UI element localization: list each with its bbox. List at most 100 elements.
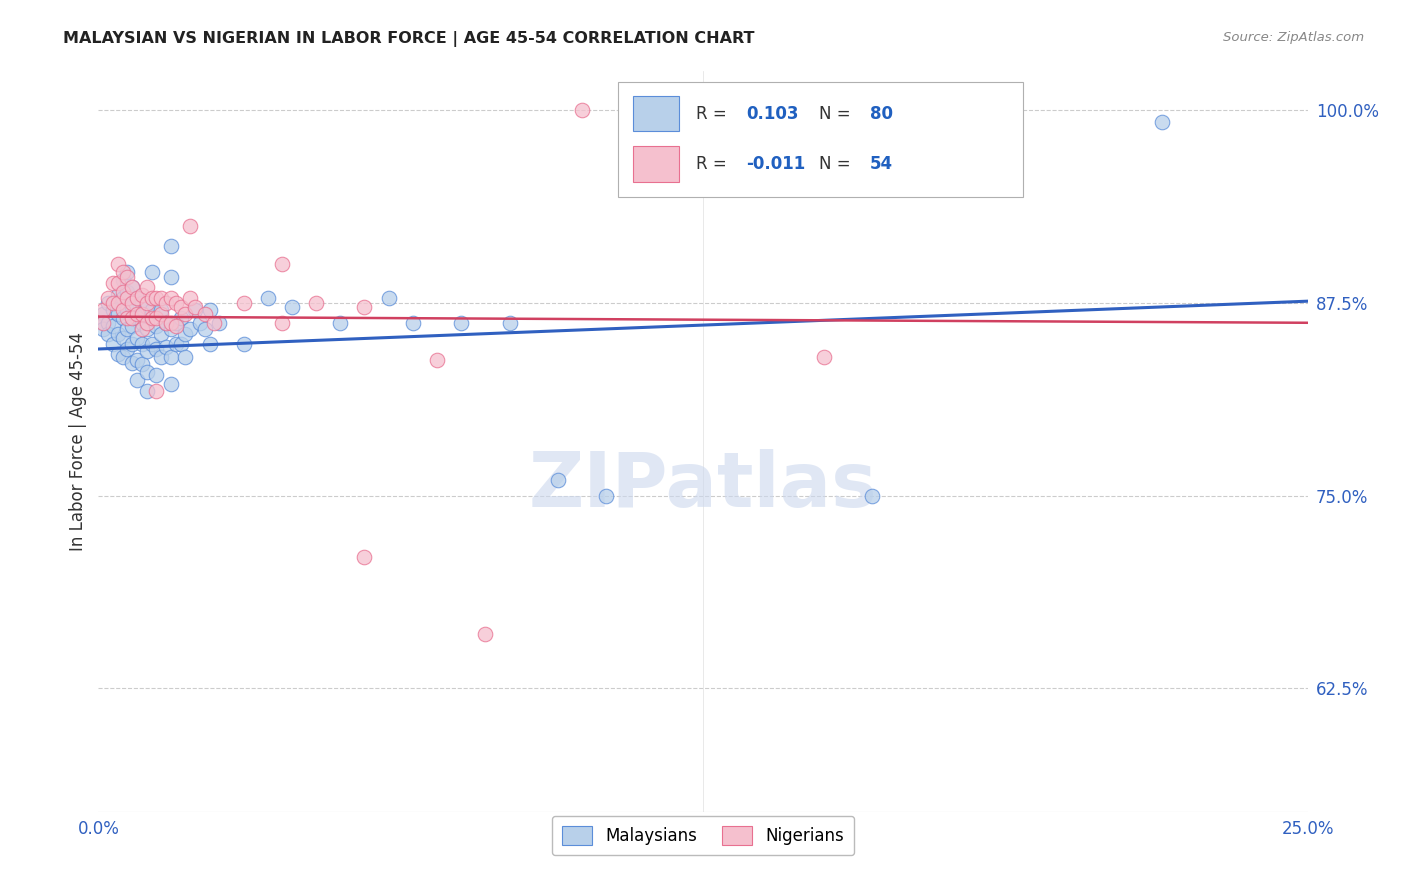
Point <box>97 291 120 305</box>
Text: R =: R = <box>696 155 731 173</box>
Point <box>160 316 183 330</box>
Point <box>498 316 520 330</box>
Point <box>160 377 183 392</box>
Point <box>111 272 134 286</box>
Point <box>117 311 139 326</box>
Text: N =: N = <box>820 104 856 122</box>
Point <box>117 265 139 279</box>
Point <box>111 265 134 279</box>
Point <box>169 311 191 326</box>
Point <box>305 295 328 310</box>
Point <box>145 368 167 383</box>
Point <box>169 337 191 351</box>
Point <box>169 301 191 315</box>
Point <box>188 316 211 330</box>
Point <box>813 350 835 364</box>
Point <box>131 322 153 336</box>
Point <box>107 288 129 302</box>
Point <box>127 291 149 305</box>
Point <box>377 291 399 305</box>
Point <box>117 322 139 336</box>
Point <box>135 301 157 315</box>
Point <box>111 311 134 326</box>
Text: MALAYSIAN VS NIGERIAN IN LABOR FORCE | AGE 45-54 CORRELATION CHART: MALAYSIAN VS NIGERIAN IN LABOR FORCE | A… <box>63 31 755 47</box>
Point <box>135 365 157 379</box>
Point <box>91 322 114 336</box>
Point <box>127 311 149 326</box>
Point <box>1152 115 1174 129</box>
Point <box>547 473 569 487</box>
Point <box>165 337 187 351</box>
Point <box>165 316 187 330</box>
Point <box>97 326 120 341</box>
Point <box>450 316 472 330</box>
Point <box>107 346 129 360</box>
Point <box>329 316 352 330</box>
Point <box>194 322 217 336</box>
Point <box>150 306 173 320</box>
Point <box>145 291 167 305</box>
Point <box>271 316 294 330</box>
Point <box>271 257 294 271</box>
Point <box>121 280 143 294</box>
Point <box>204 316 226 330</box>
Point <box>131 358 153 372</box>
Point <box>135 316 157 330</box>
Point <box>135 280 157 294</box>
Point <box>117 303 139 318</box>
Text: 0.103: 0.103 <box>747 104 799 122</box>
Point <box>150 350 173 364</box>
Point <box>141 311 163 326</box>
Point <box>860 489 883 503</box>
Point <box>107 257 129 271</box>
Point <box>127 306 149 320</box>
Point <box>232 337 254 351</box>
Point <box>127 331 149 345</box>
Point <box>179 219 201 233</box>
Point <box>194 306 217 320</box>
Point <box>121 295 143 310</box>
Point <box>131 306 153 320</box>
Point <box>141 265 163 279</box>
Point <box>155 295 177 310</box>
Point <box>145 342 167 356</box>
Point <box>571 103 593 117</box>
FancyBboxPatch shape <box>619 82 1024 197</box>
Text: ZIPatlas: ZIPatlas <box>529 449 877 523</box>
Point <box>141 337 163 351</box>
Point <box>101 318 124 333</box>
Text: -0.011: -0.011 <box>747 155 806 173</box>
Point <box>426 352 449 367</box>
Point <box>111 303 134 318</box>
Point <box>121 280 143 294</box>
Y-axis label: In Labor Force | Age 45-54: In Labor Force | Age 45-54 <box>69 332 87 551</box>
Point <box>131 337 153 351</box>
Point <box>121 311 143 326</box>
Point <box>150 303 173 318</box>
Point <box>97 295 120 310</box>
Point <box>127 373 149 387</box>
Point <box>111 331 134 345</box>
Point <box>91 316 114 330</box>
Point <box>353 301 375 315</box>
Point <box>281 301 304 315</box>
Point <box>117 269 139 284</box>
Bar <box>633 146 679 182</box>
Point <box>198 337 221 351</box>
Point <box>101 337 124 351</box>
Point <box>179 291 201 305</box>
Point <box>232 295 254 310</box>
Point <box>91 316 114 330</box>
Point <box>353 550 375 565</box>
Text: Source: ZipAtlas.com: Source: ZipAtlas.com <box>1223 31 1364 45</box>
Point <box>160 269 183 284</box>
Point <box>155 316 177 330</box>
Text: R =: R = <box>696 104 731 122</box>
Point <box>135 343 157 358</box>
Point <box>402 316 425 330</box>
Point <box>135 295 157 310</box>
Point <box>174 350 197 364</box>
Point <box>107 326 129 341</box>
Point <box>256 291 278 305</box>
Point <box>165 295 187 310</box>
